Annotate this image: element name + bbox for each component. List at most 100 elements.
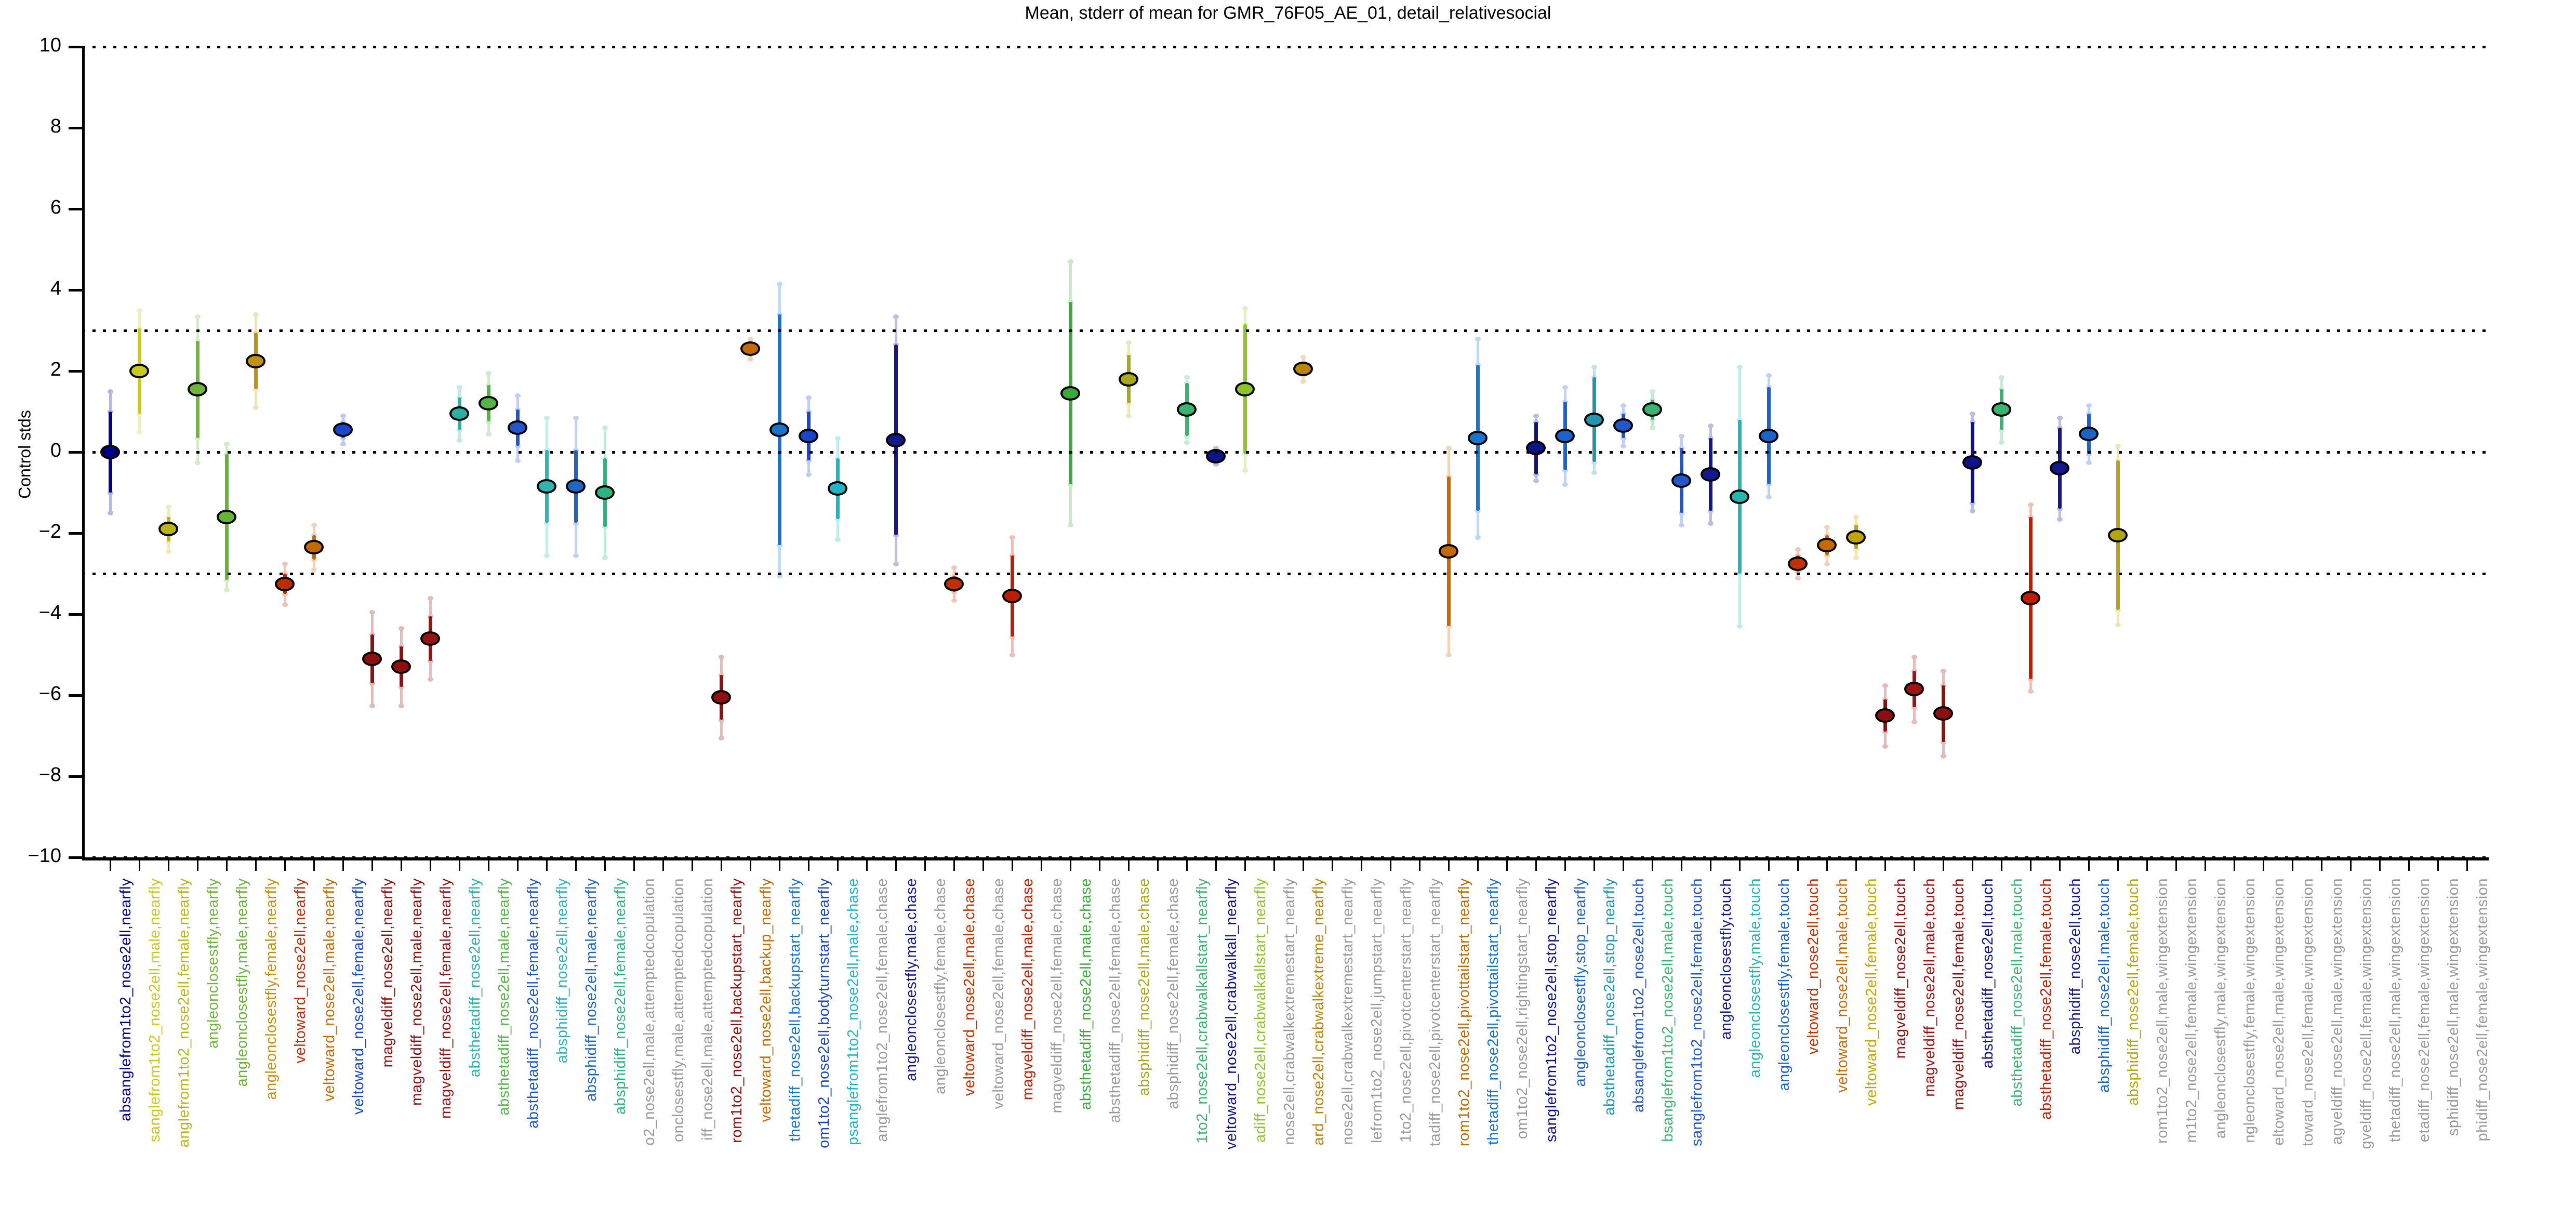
data-point[interactable]: [362, 651, 382, 666]
data-point[interactable]: [711, 690, 731, 705]
x-tick-label: rom1to2_nose2ell,pivottailstart_nearfly: [1456, 878, 1472, 1146]
x-tick-label: nose2ell,crabwalkextremestart_nearfly: [1339, 878, 1356, 1145]
data-point[interactable]: [1060, 386, 1080, 401]
data-point[interactable]: [1817, 538, 1837, 553]
data-point[interactable]: [2050, 461, 2069, 476]
x-tick-label: absthetadiff_nose2ell,touch: [1980, 878, 1996, 1069]
data-point[interactable]: [217, 509, 236, 524]
x-tick: [982, 860, 984, 871]
errorbar-cap: [399, 685, 404, 690]
data-point[interactable]: [1177, 402, 1197, 417]
x-tick: [1332, 860, 1333, 871]
data-point[interactable]: [1962, 455, 1982, 470]
x-tick-label: absphidiff_nose2ell,touch: [2067, 878, 2083, 1055]
y-tick: [69, 46, 82, 48]
data-point[interactable]: [944, 576, 964, 591]
x-tick-label: rom1to2_nose2ell,male,wingextension: [2154, 878, 2171, 1144]
data-point[interactable]: [1613, 418, 1633, 433]
data-point[interactable]: [1439, 544, 1458, 559]
data-point[interactable]: [740, 341, 760, 356]
x-tick: [2292, 860, 2293, 871]
errorbar-cap: [719, 654, 724, 659]
data-point[interactable]: [1235, 382, 1255, 397]
errorbar-cap: [1010, 535, 1015, 540]
errorbar-cap: [1882, 683, 1888, 688]
data-point[interactable]: [2108, 527, 2128, 542]
y-tick: [69, 451, 82, 454]
data-point[interactable]: [1846, 529, 1866, 545]
x-tick-label: absthetadiff_nose2ell,nearfly: [467, 878, 483, 1078]
x-tick-label: 1to2_nose2ell,pivotcenterstart_nearfly: [1398, 878, 1414, 1143]
data-point[interactable]: [595, 485, 615, 500]
data-point[interactable]: [1991, 402, 2011, 417]
data-point[interactable]: [1002, 588, 1022, 603]
data-point[interactable]: [769, 422, 789, 438]
data-point[interactable]: [1701, 467, 1720, 482]
data-point[interactable]: [304, 540, 324, 555]
data-point[interactable]: [129, 364, 149, 378]
data-point[interactable]: [1642, 402, 1662, 417]
x-tick-label: veltoward_nose2ell,female,chase: [990, 878, 1007, 1109]
errorbar-cap: [1679, 523, 1684, 528]
errorbar-cap: [1300, 379, 1306, 384]
errorbar-cap: [1679, 433, 1684, 439]
x-tick: [808, 860, 809, 871]
data-point[interactable]: [1730, 489, 1749, 504]
data-point[interactable]: [1468, 430, 1488, 445]
errorbar-cap: [486, 431, 492, 436]
data-point[interactable]: [1875, 708, 1895, 723]
x-tick: [546, 860, 548, 871]
errorbar-cap: [457, 428, 462, 433]
x-tick: [2321, 860, 2322, 871]
x-tick-label: magveldiff_nose2ell,male,touch: [1921, 878, 1938, 1097]
x-tick-label: thetadiff_nose2ell,male,wingextension: [2387, 878, 2404, 1143]
data-point[interactable]: [246, 353, 265, 368]
data-point[interactable]: [333, 422, 353, 438]
data-point[interactable]: [1788, 556, 1808, 571]
data-point[interactable]: [158, 522, 178, 537]
x-tick-label: angleonclosestfly,touch: [1718, 878, 1734, 1040]
x-tick: [168, 860, 169, 871]
data-point[interactable]: [275, 576, 295, 591]
data-point[interactable]: [508, 420, 527, 435]
x-tick: [2437, 860, 2439, 871]
data-point[interactable]: [479, 396, 498, 411]
x-tick: [1215, 860, 1217, 871]
data-point[interactable]: [799, 428, 818, 443]
data-point[interactable]: [420, 631, 440, 646]
data-point[interactable]: [1119, 372, 1138, 387]
errorbar-cap: [777, 543, 782, 548]
data-point[interactable]: [1293, 362, 1313, 377]
errorbar-cap: [340, 435, 346, 441]
x-tick-label: o2_nose2ell,male,attemptedcopulation: [641, 878, 658, 1146]
errorbar-cap: [1795, 569, 1801, 575]
x-tick: [1914, 860, 1915, 871]
data-point[interactable]: [1933, 706, 1953, 721]
data-point[interactable]: [537, 479, 556, 494]
data-point[interactable]: [188, 382, 207, 397]
errorbar-cap: [806, 395, 812, 400]
data-point[interactable]: [1759, 428, 1778, 443]
data-point[interactable]: [566, 479, 586, 494]
x-tick-label: veltoward_nose2ell,backup_nearfly: [758, 878, 774, 1122]
errorbar-cap: [369, 610, 375, 615]
data-point[interactable]: [2079, 426, 2099, 441]
errorbar-cap: [748, 336, 753, 341]
data-point[interactable]: [2021, 590, 2040, 605]
errorbar-cap: [282, 592, 288, 597]
data-point[interactable]: [1555, 428, 1575, 443]
data-point[interactable]: [391, 659, 411, 674]
x-tick: [1797, 860, 1799, 871]
data-point[interactable]: [886, 432, 906, 447]
data-point[interactable]: [449, 406, 469, 421]
data-point[interactable]: [1671, 473, 1691, 488]
x-tick: [1710, 860, 1711, 871]
x-tick-label: absphidiff_nose2ell,female,chase: [1165, 878, 1181, 1109]
errorbar-cap: [137, 430, 142, 434]
data-point[interactable]: [1904, 682, 1924, 697]
data-point[interactable]: [1584, 412, 1604, 427]
x-tick: [895, 860, 897, 871]
errorbar-cap: [2115, 608, 2121, 613]
data-point[interactable]: [828, 481, 847, 496]
